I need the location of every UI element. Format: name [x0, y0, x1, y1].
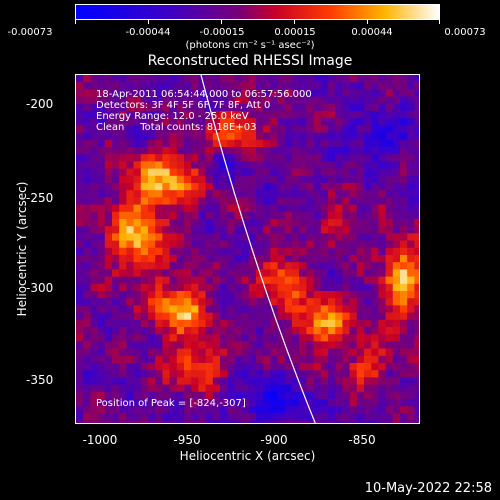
colorbar-unit-label: (photons cm⁻² s⁻¹ asec⁻²): [185, 40, 315, 51]
colorbar-tick-label: 0.00044: [351, 27, 393, 38]
y-tick-label: -250: [26, 191, 54, 205]
y-tick-label: -200: [26, 97, 54, 111]
info-counts: Clean Total counts: 8.18E+03: [96, 122, 257, 133]
colorbar-tick-label: -0.00044: [125, 27, 171, 38]
y-tick-label: -350: [26, 373, 54, 387]
limb-line: [200, 75, 316, 423]
x-tick-label: -900: [260, 433, 288, 447]
x-tick-label: -950: [173, 433, 201, 447]
x-tick-label: -850: [348, 433, 376, 447]
colorbar-tick-label: -0.00015: [199, 27, 245, 38]
colorbar-tick-mark: [148, 20, 149, 24]
info-energy-range: Energy Range: 12.0 - 25.0 keV: [96, 111, 249, 122]
info-detectors: Detectors: 3F 4F 5F 6F 7F 8F, Att 0: [96, 100, 271, 111]
info-time-range: 18-Apr-2011 06:54:44.000 to 06:57:56.000: [96, 89, 312, 100]
colorbar-tick-mark: [367, 20, 368, 24]
colorbar-tick-mark: [294, 20, 295, 24]
peak-position: Position of Peak = [-824,-307]: [96, 398, 246, 409]
colorbar-tick-label: 0.00073: [444, 27, 486, 38]
colorbar-tick-mark: [75, 20, 76, 24]
x-tick-label: -1000: [82, 433, 118, 447]
y-axis-label: Heliocentric Y (arcsec): [15, 181, 29, 317]
colorbar-tick-mark: [439, 20, 440, 24]
heatmap-image: [76, 75, 419, 423]
solar-image-panel: 18-Apr-2011 06:54:44.000 to 06:57:56.000…: [75, 74, 420, 424]
colorbar-tick-label: -0.00073: [7, 27, 53, 38]
colorbar: [75, 4, 440, 20]
x-axis-label: Heliocentric X (arcsec): [179, 449, 316, 463]
date-stamp: 10-May-2022 22:58: [364, 481, 492, 496]
colorbar-tick-label: 0.00015: [274, 27, 316, 38]
colorbar-tick-mark: [221, 20, 222, 24]
y-tick-label: -300: [26, 281, 54, 295]
image-title: Reconstructed RHESSI Image: [147, 53, 353, 69]
